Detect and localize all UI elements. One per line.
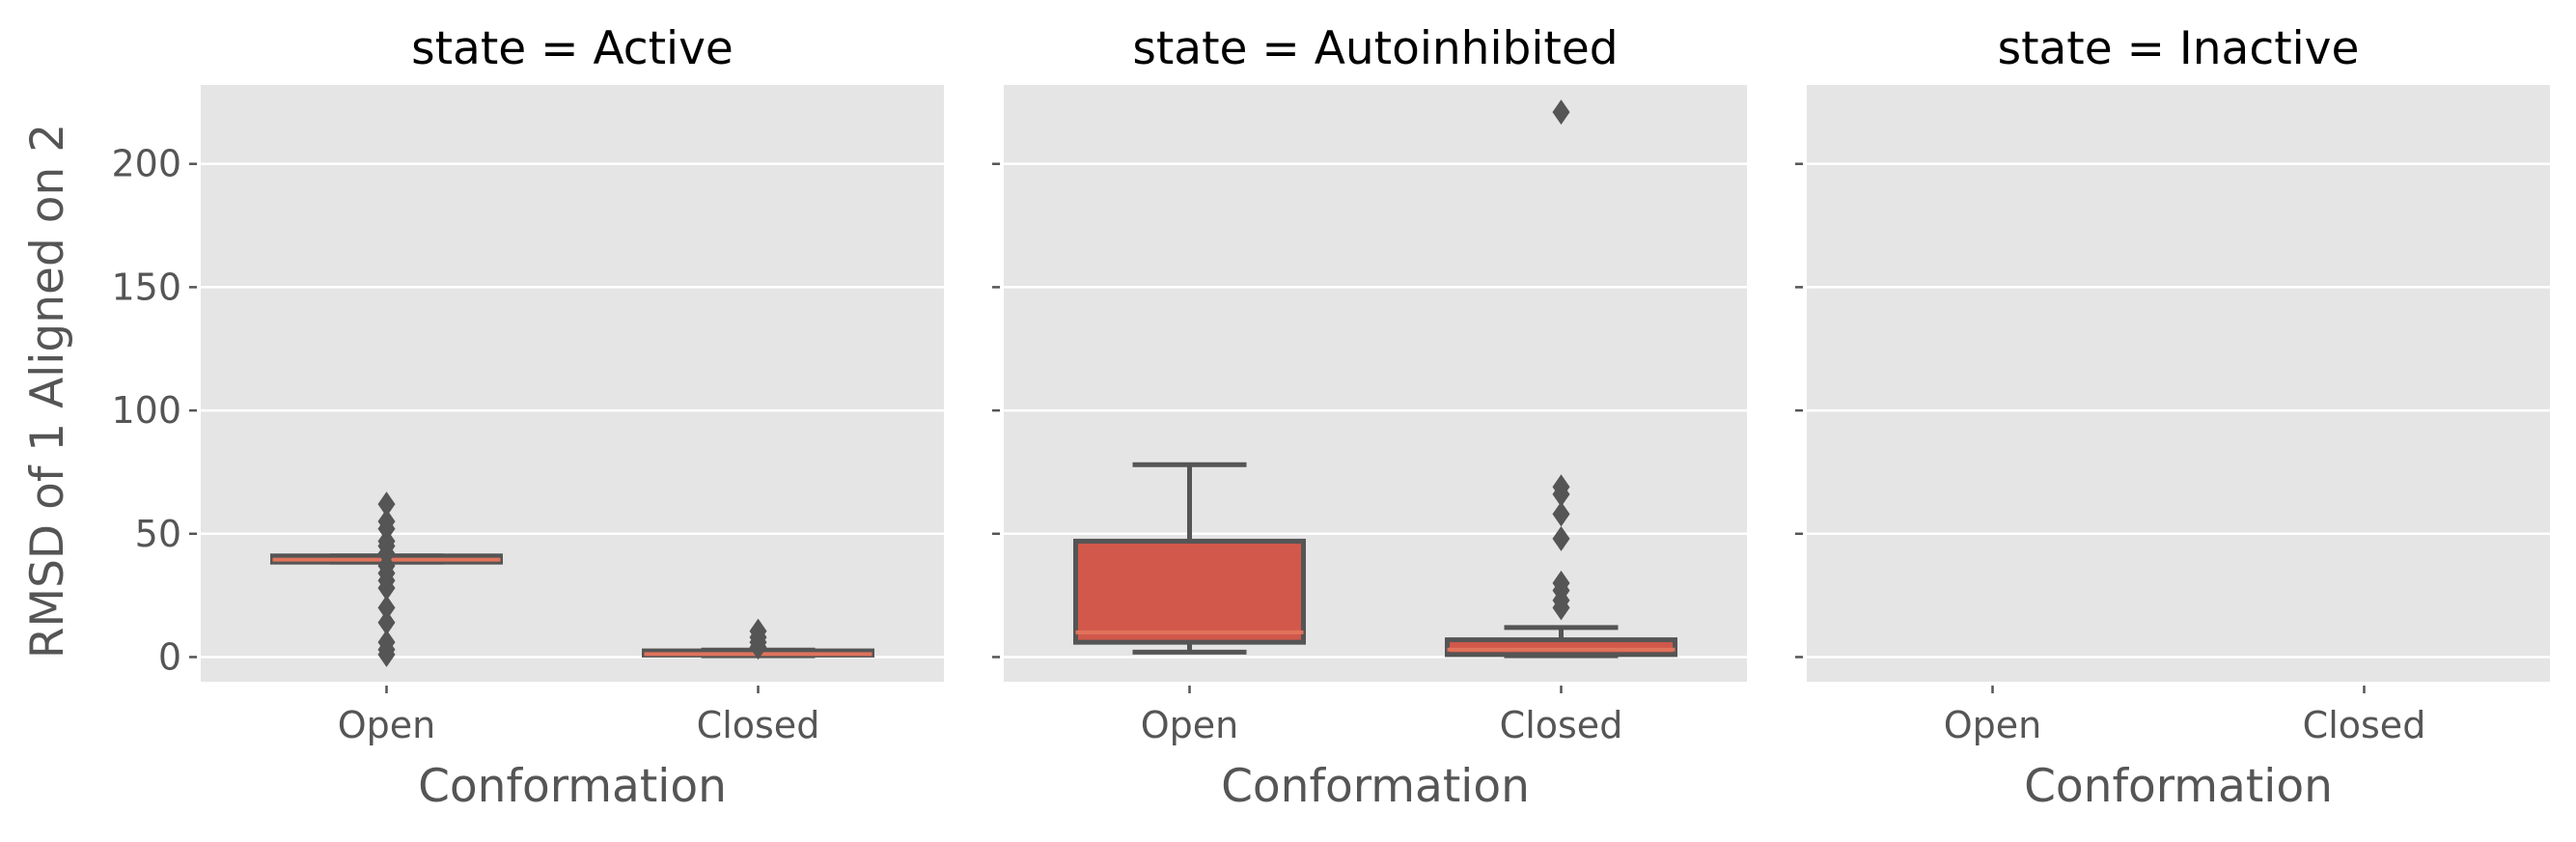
outlier-point <box>377 575 396 601</box>
outlier-point <box>1552 481 1570 507</box>
x-tick-label: Closed <box>1500 704 1623 746</box>
y-tick-label: 50 <box>135 513 181 555</box>
y-tick-label: 100 <box>111 389 181 432</box>
y-tick-label: 150 <box>111 266 181 308</box>
outlier-point <box>1552 595 1570 621</box>
x-tick-label: Closed <box>2303 704 2426 746</box>
box-iqr <box>1445 637 1677 658</box>
facet-panels: 0 50 100 150 200 Open Closed state = Active Conf… <box>111 22 2550 813</box>
x-axis-label: Conformation <box>1221 760 1530 813</box>
outlier-point <box>377 491 396 518</box>
outlier-point <box>377 595 396 621</box>
outlier-point <box>1552 525 1570 551</box>
x-axis-label: Conformation <box>418 760 727 813</box>
y-tick-label: 0 <box>158 635 181 678</box>
plot-background <box>201 85 944 682</box>
box-plot <box>642 618 874 660</box>
box-plot <box>1073 462 1306 655</box>
facet-panel: Open Closed state = Inactive Conformation <box>1795 22 2550 813</box>
y-axis-label: RMSD of 1 Aligned on 2 <box>21 124 74 659</box>
x-tick-label: Open <box>338 704 436 746</box>
outlier-point <box>377 609 396 635</box>
facet-title: state = Active <box>411 22 734 75</box>
facet-panel: Open Closed state = Autoinhibited Conformat… <box>992 22 1747 813</box>
x-tick-label: Closed <box>697 704 820 746</box>
plot-background <box>1807 85 2550 682</box>
facet-title: state = Autoinhibited <box>1132 22 1618 75</box>
facet-title: state = Inactive <box>1998 22 2360 75</box>
outlier-point <box>749 634 767 660</box>
facet-panel: 0 50 100 150 200 Open Closed state = Active Conf… <box>111 22 944 813</box>
outlier-point <box>377 641 396 667</box>
outlier-point <box>1552 99 1570 126</box>
x-tick-label: Open <box>1944 704 2042 746</box>
y-tick-label: 200 <box>111 143 181 185</box>
outlier-point <box>1552 501 1570 527</box>
box-plot <box>270 491 503 667</box>
x-tick-label: Open <box>1141 704 1239 746</box>
box-plot <box>1445 99 1677 659</box>
x-axis-label: Conformation <box>2024 760 2333 813</box>
y-axis: RMSD of 1 Aligned on 2 <box>21 124 74 659</box>
box-iqr <box>1073 538 1306 645</box>
